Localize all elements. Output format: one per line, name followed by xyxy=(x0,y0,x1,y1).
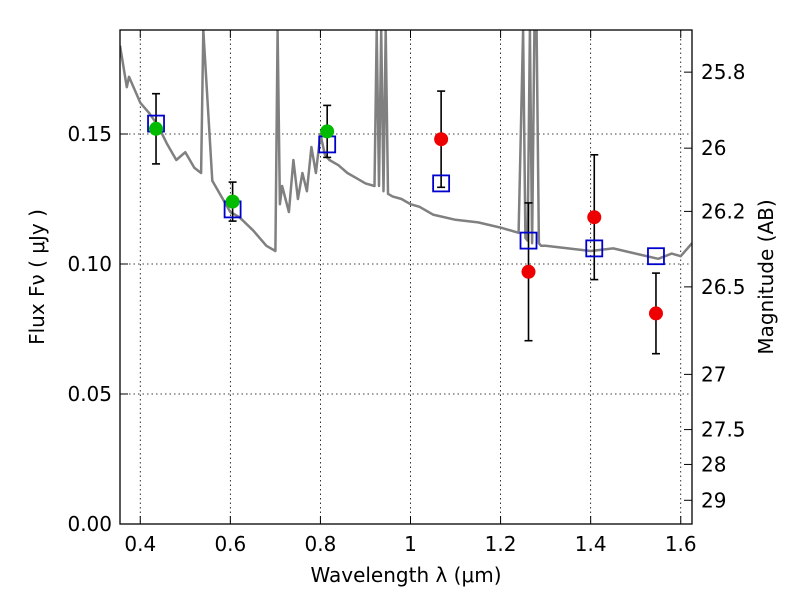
y2-tick-labels: 25.8 26 26.2 26.5 27 27.5 28 29 xyxy=(701,60,746,512)
model-square-point xyxy=(519,231,538,250)
model-square-point xyxy=(432,174,451,193)
x-tick-labels: 0.4 0.6 0.8 1 1.2 1.4 1.6 xyxy=(124,532,696,556)
x-tick-label: 1.4 xyxy=(575,532,607,556)
y-tick-labels: 0.00 0.05 0.10 0.15 xyxy=(67,122,112,536)
model-square-point xyxy=(647,247,665,266)
infrared-data-point xyxy=(434,132,449,147)
y2-tick-label: 27 xyxy=(701,362,726,386)
x-axis-label: Wavelength λ (μm) xyxy=(310,563,501,587)
y2-tick-label: 26 xyxy=(701,136,726,160)
y-axis-label: Flux Fν ( μJy ) xyxy=(25,209,49,345)
points-layer xyxy=(147,114,665,321)
x-tick-label: 0.8 xyxy=(305,532,337,556)
model-square-point xyxy=(585,239,604,258)
y-tick-label: 0.15 xyxy=(67,122,112,146)
plot-frame xyxy=(119,29,693,525)
y2-tick-label: 25.8 xyxy=(701,60,746,84)
optical-data-point xyxy=(149,121,164,136)
x-tick-label: 1.6 xyxy=(665,532,697,556)
optical-data-point xyxy=(320,124,335,139)
errorbar-layer xyxy=(152,90,660,355)
spectrum-line xyxy=(120,30,692,261)
infrared-data-point xyxy=(587,210,602,225)
y2-tick-label: 28 xyxy=(701,452,726,476)
x-tick-label: 0.4 xyxy=(124,532,156,556)
x-tick-label: 0.6 xyxy=(214,532,246,556)
y2-tick-label: 29 xyxy=(701,488,726,512)
y-tick-label: 0.10 xyxy=(67,252,112,276)
infrared-data-point xyxy=(521,264,536,279)
y2-axis-label: Magnitude (AB) xyxy=(754,199,778,354)
y2-tick-label: 26.2 xyxy=(701,199,746,223)
y-tick-label: 0.05 xyxy=(67,382,112,406)
optical-data-point xyxy=(225,194,240,209)
y2-tick-label: 27.5 xyxy=(701,418,746,442)
spectrum-layer xyxy=(120,30,692,261)
infrared-data-point xyxy=(648,306,663,321)
x-tick-label: 1.2 xyxy=(485,532,517,556)
y2-tick-label: 26.5 xyxy=(701,275,746,299)
tick-marks xyxy=(120,30,692,525)
x-tick-label: 1 xyxy=(404,532,417,556)
y-tick-label: 0.00 xyxy=(67,512,112,536)
grid-lines xyxy=(120,30,692,524)
